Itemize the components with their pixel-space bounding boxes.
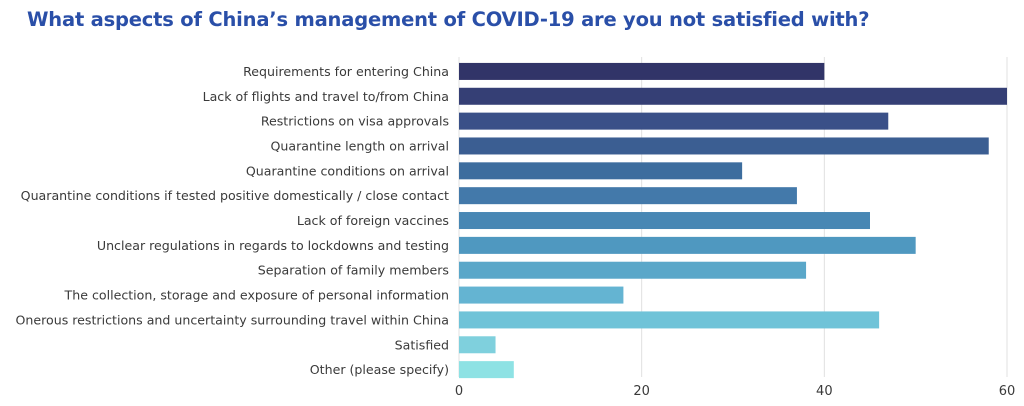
bar: [459, 162, 743, 180]
category-label: Satisfied: [395, 337, 449, 352]
category-label: Requirements for entering China: [243, 64, 449, 79]
x-tick-label: 0: [455, 384, 463, 399]
bar: [459, 336, 496, 354]
category-labels: Requirements for entering China Lack of f…: [15, 64, 449, 377]
category-label: Unclear regulations in regards to lockdo…: [97, 238, 449, 253]
category-label: Separation of family members: [258, 263, 449, 278]
x-tick-label: 20: [633, 384, 650, 399]
bar: [459, 286, 624, 304]
bar: [459, 87, 1007, 105]
category-label: The collection, storage and exposure of …: [64, 288, 449, 303]
category-label: Quarantine conditions if tested positive…: [21, 188, 449, 203]
bar: [459, 137, 989, 155]
x-tick-label: 60: [999, 384, 1016, 399]
category-label: Quarantine conditions on arrival: [246, 163, 449, 178]
category-label: Other (please specify): [310, 362, 449, 377]
chart-title: What aspects of China’s management of CO…: [27, 8, 870, 31]
bars: [459, 62, 1007, 379]
bar: [459, 261, 807, 279]
x-tick-label: 40: [816, 384, 833, 399]
bar: [459, 62, 825, 80]
category-label: Lack of flights and travel to/from China: [203, 89, 449, 104]
bar: [459, 361, 514, 379]
bar: [459, 187, 797, 205]
category-label: Restrictions on visa approvals: [261, 114, 449, 129]
bar: [459, 236, 916, 254]
category-label: Onerous restrictions and uncertainty sur…: [15, 312, 449, 327]
x-axis-ticks: 0 20 40 60: [455, 384, 1015, 399]
category-label: Lack of foreign vaccines: [297, 213, 449, 228]
bar: [459, 311, 880, 329]
category-label: Quarantine length on arrival: [270, 138, 449, 153]
bar: [459, 112, 889, 130]
bar: [459, 212, 870, 230]
